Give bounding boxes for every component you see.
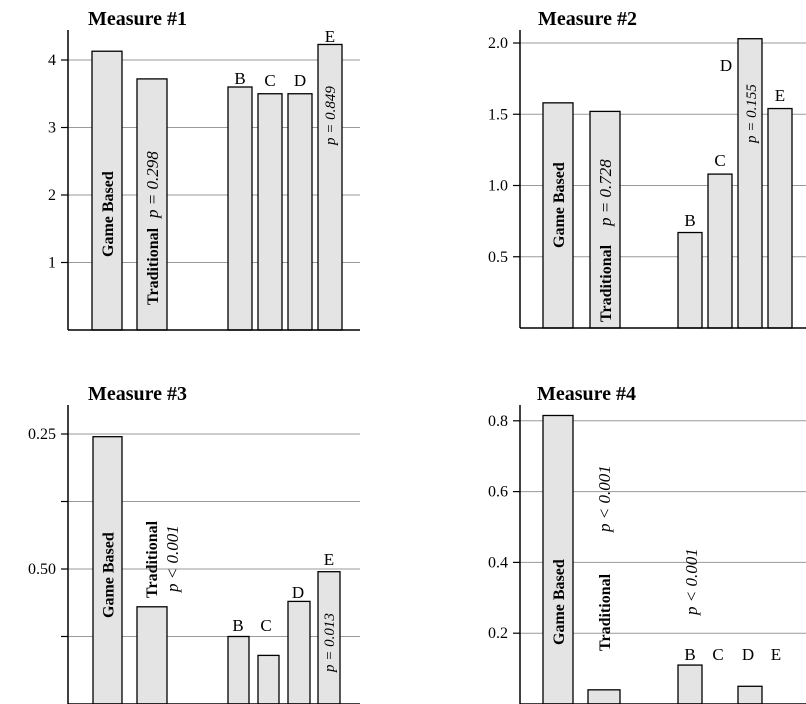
p-value-label: p < 0.001	[595, 465, 614, 533]
chart-panel-1: 1 2 3 4 Measure #1 Game Based Traditional p = 0…	[48, 8, 360, 331]
chart-title: Measure #1	[88, 8, 187, 30]
chart-panel-2: 0.5 1.0 1.5 2.0 Measure #2 Game Based Traditio…	[488, 8, 806, 329]
category-label: B	[684, 645, 695, 664]
bar-game-based	[92, 436, 123, 704]
bar-game-based	[91, 50, 123, 331]
bar-d	[287, 93, 313, 331]
category-label: Traditional	[144, 520, 161, 598]
category-label: E	[325, 27, 335, 46]
category-label: Traditional	[597, 573, 614, 651]
category-label: E	[324, 550, 334, 569]
category-label: Game Based	[100, 171, 117, 257]
bar-game-based	[542, 414, 574, 704]
bar-b	[677, 231, 703, 329]
category-label: B	[232, 616, 243, 635]
y-tick-label: 1	[48, 255, 56, 272]
y-tick-label: 3	[48, 120, 56, 137]
bar-traditional	[589, 110, 621, 329]
bar-d	[737, 38, 763, 329]
y-tick-label: 2.0	[488, 35, 508, 52]
chart-panel-4: 0.2 0.4 0.6 0.8 Measure #4 Game Based Traditio…	[488, 383, 806, 704]
category-label: B	[684, 211, 695, 230]
category-label: D	[742, 645, 754, 664]
category-label: C	[264, 71, 275, 90]
y-tick-label: 0.2	[488, 625, 508, 642]
bar-d	[737, 685, 763, 704]
category-label: Game Based	[551, 559, 568, 645]
category-label: C	[714, 151, 725, 170]
y-tick-label: 0.6	[488, 484, 508, 501]
p-value-label: p = 0.298	[143, 151, 162, 219]
y-tick-label: 0.4	[488, 554, 508, 571]
category-label: Game Based	[551, 162, 568, 248]
bar-c	[707, 173, 733, 329]
bar-b	[227, 86, 253, 331]
y-tick-label: 0.5	[488, 249, 508, 266]
bar-e	[317, 43, 343, 331]
p-value-label: p = 0.013	[322, 613, 338, 673]
category-label: D	[294, 71, 306, 90]
bar-e	[317, 571, 341, 704]
p-value-label: p < 0.001	[682, 548, 701, 616]
bar-d	[287, 600, 311, 704]
category-label: D	[292, 583, 304, 602]
bar-b	[227, 635, 250, 704]
bar-c	[257, 93, 283, 331]
y-tick-label: 4	[48, 52, 56, 69]
chart-title: Measure #3	[88, 383, 187, 405]
category-label: C	[260, 616, 271, 635]
bar-traditional	[136, 606, 168, 704]
category-label: D	[720, 56, 732, 75]
category-label: Traditional	[145, 227, 162, 305]
bar-b	[677, 664, 703, 704]
p-value-label: p = 0.849	[323, 86, 339, 146]
y-tick-label: 0.50	[28, 561, 56, 578]
p-value-label: p = 0.728	[596, 159, 615, 227]
category-label: Game Based	[101, 532, 118, 618]
y-tick-label: 0.8	[488, 413, 508, 430]
bar-c	[257, 654, 280, 704]
category-label: E	[771, 645, 781, 664]
bar-game-based	[542, 102, 574, 329]
y-tick-label: 1.0	[488, 178, 508, 195]
y-tick-label: 1.5	[488, 106, 508, 123]
category-label: Traditional	[598, 244, 615, 322]
y-tick-label: 0.25	[28, 426, 56, 443]
p-value-label: p = 0.155	[744, 84, 760, 144]
category-label: B	[234, 69, 245, 88]
category-label: E	[775, 86, 785, 105]
bar-traditional	[587, 689, 621, 704]
y-tick-label: 2	[48, 187, 56, 204]
chart-title: Measure #4	[537, 383, 636, 405]
bar-e	[767, 107, 793, 329]
chart-title: Measure #2	[538, 8, 637, 30]
p-value-label: p < 0.001	[163, 525, 182, 593]
category-label: C	[712, 645, 723, 664]
